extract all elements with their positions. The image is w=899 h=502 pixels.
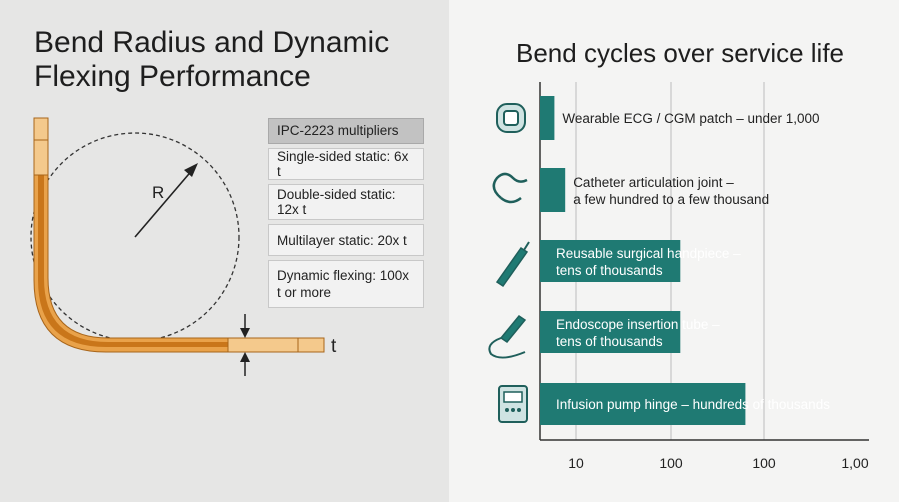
bar [540, 240, 681, 282]
x-tick-label: 100 [659, 455, 683, 471]
bar-label: tens of thousands [556, 334, 663, 349]
bar [540, 311, 681, 353]
bar [540, 168, 566, 212]
bar-label: Infusion pump hinge – hundreds of thousa… [556, 397, 830, 412]
bar-label: tens of thousands [556, 263, 663, 278]
radius-label: R [152, 183, 164, 202]
flex-layer-core [38, 175, 298, 347]
bar-label: Catheter articulation joint – [573, 175, 734, 190]
table-row: Multilayer static: 20x t [268, 224, 424, 256]
flex-layer-end-top [33, 117, 49, 176]
x-tick-label: 1,00 [841, 455, 868, 471]
x-tick-label: 100 [752, 455, 776, 471]
bar [540, 96, 555, 140]
radius-arrowhead [184, 163, 198, 177]
endoscope-icon [488, 314, 527, 359]
bend-cycles-chart: 10 100 100 1,00 Wearable ECG / CGM patch – u… [488, 82, 869, 471]
flex-layer-end-right [227, 337, 325, 353]
infusion-pump-icon [498, 385, 528, 423]
left-panel: Bend Radius and Dynamic Flexing Performa… [0, 0, 449, 502]
catheter-icon [492, 172, 528, 204]
chart-title: Bend cycles over service life [516, 38, 845, 68]
radius-arrow [134, 167, 195, 238]
bar-label: Wearable ECG / CGM patch – under 1,000 [562, 111, 819, 126]
bar-label: Endoscope insertion tube – [556, 317, 720, 332]
thickness-label: t [331, 336, 337, 357]
bar-label: Reusable surgical handpiece – [556, 246, 741, 261]
bend-radius-diagram: R t [30, 117, 337, 376]
bar [540, 383, 746, 425]
x-tick-label: 10 [568, 455, 584, 471]
bar-label: a few hundred to a few thousand [573, 192, 769, 207]
surgical-handpiece-icon [495, 241, 530, 288]
table-row: Dynamic flexing: 100x t or more [268, 260, 424, 308]
table-row: Single-sided static: 6x t [268, 148, 424, 180]
patch-icon [496, 103, 526, 133]
page-title: Bend Radius and Dynamic Flexing Performa… [34, 26, 390, 93]
table-row: Double-sided static: 12x t [268, 184, 424, 220]
table-header: IPC-2223 multipliers [268, 118, 424, 144]
ipc-multiplier-table: IPC-2223 multipliers Single-sided static… [268, 118, 424, 308]
